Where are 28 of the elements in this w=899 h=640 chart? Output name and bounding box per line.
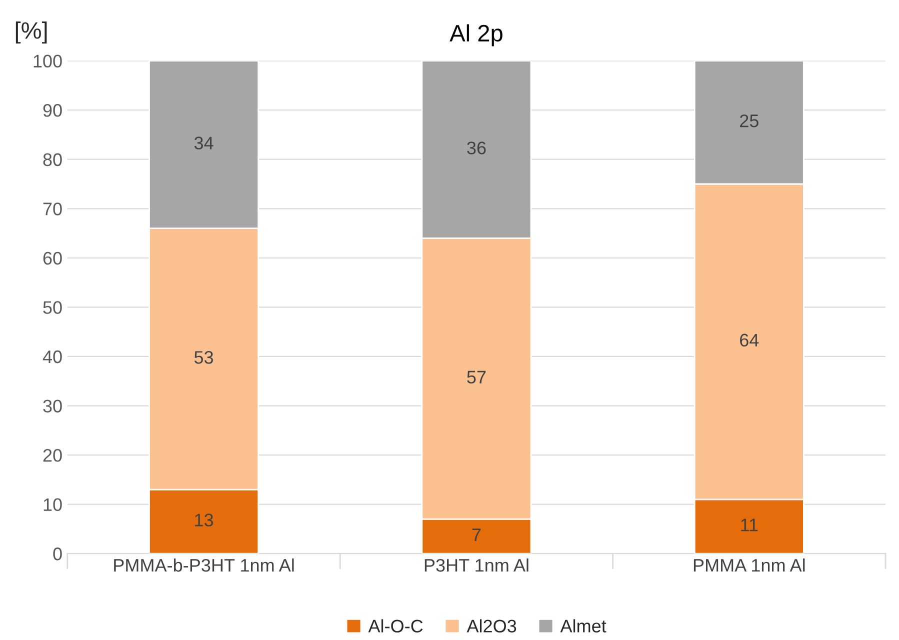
data-label: 53 (194, 351, 214, 364)
legend-label: Almet (560, 619, 606, 632)
data-label: 34 (194, 136, 214, 150)
y-tick-label: 40 (42, 350, 62, 364)
y-tick-label: 60 (43, 252, 62, 265)
legend-label: Al-O-C (368, 619, 423, 632)
y-tick-label: 50 (43, 301, 62, 314)
data-label: 36 (467, 142, 486, 154)
data-label: 7 (472, 528, 481, 542)
y-tick-label: 90 (43, 104, 62, 117)
x-tick-label: PMMA-b-P3HT 1nm Al (114, 558, 294, 572)
x-tick-label: PMMA 1nm Al (694, 558, 805, 572)
y-tick-label: 0 (53, 548, 62, 560)
data-label: 13 (195, 514, 214, 526)
y-tick-label: 20 (43, 448, 62, 462)
data-label: 57 (467, 370, 486, 384)
legend-label: Al2O3 (466, 619, 516, 632)
y-axis-title: [%] (16, 22, 47, 44)
y-tick-label: 100 (34, 54, 62, 68)
data-label: 64 (740, 334, 759, 347)
chart-title: Al 2p (450, 24, 502, 46)
y-tick-label: 30 (43, 400, 62, 412)
y-tick-label: 70 (43, 202, 62, 216)
x-tick-label: P3HT 1nm Al (424, 558, 528, 572)
data-label: 25 (740, 114, 758, 128)
data-label: 11 (741, 518, 758, 532)
y-tick-label: 80 (43, 153, 62, 166)
y-tick-label: 10 (44, 498, 62, 512)
